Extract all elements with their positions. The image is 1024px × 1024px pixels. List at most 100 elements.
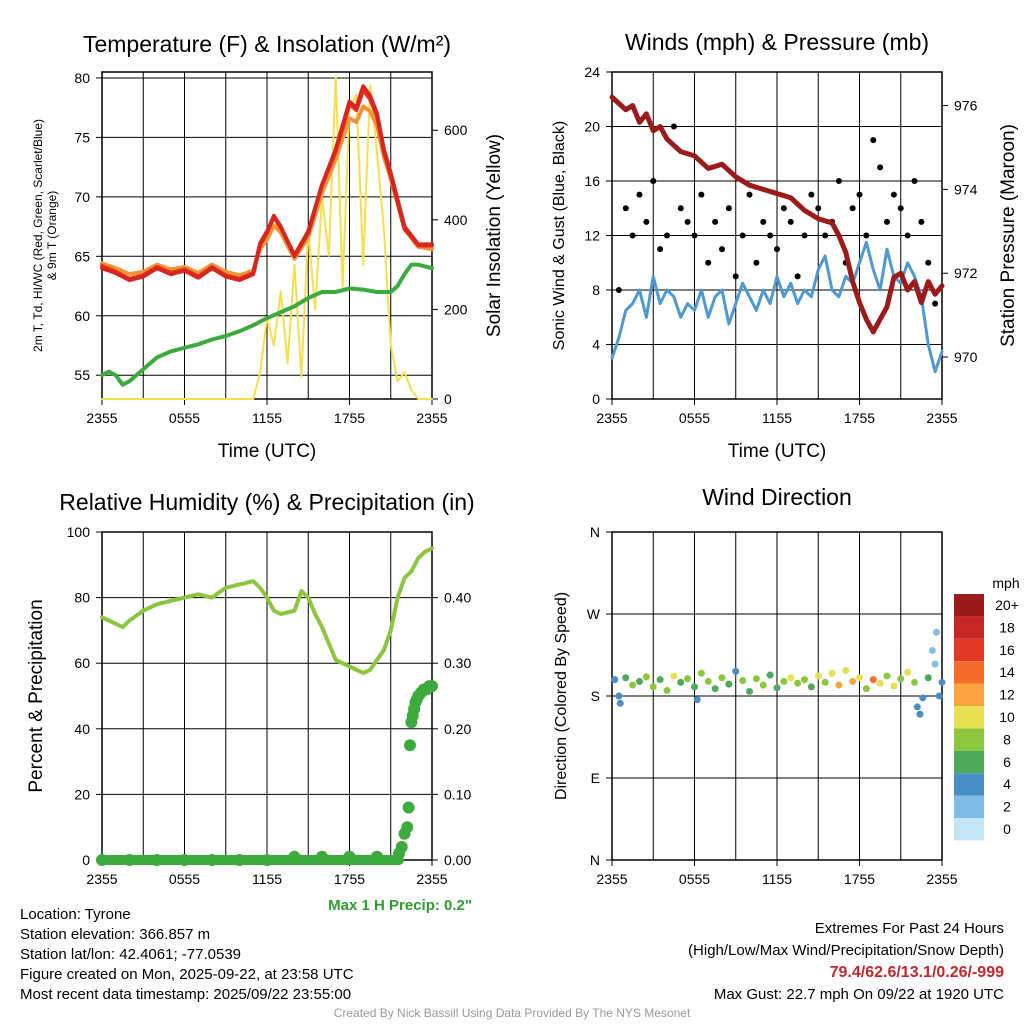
rh-x-tick-label: 1755 [334,871,365,887]
wind-x-axis-label: Time (UTC) [728,441,827,462]
precip-point [402,801,415,814]
gust-point [705,259,712,266]
direction-point [725,680,733,688]
wind-y-tick-label: 4 [592,337,600,353]
legend-label: 20+ [995,597,1019,613]
temp-x-tick-label: 2355 [416,410,447,426]
wind-y2-tick-label: 972 [954,265,978,281]
temp-2m-line [100,84,434,283]
direction-point [636,677,643,685]
wind-y-tick-label: 20 [584,119,600,135]
rh-y-tick-label: 100 [67,524,91,540]
gust-point [884,218,890,225]
gust-point [732,273,739,280]
precip-point [404,739,416,752]
rh-y2-tick-label: 0.40 [444,590,471,606]
direction-point [935,692,943,700]
gust-point [932,300,939,307]
rh-y-tick-label: 60 [74,655,90,671]
direction-y-tick-label: E [591,770,600,786]
precip-point [401,821,414,834]
wind-y-tick-label: 8 [592,282,600,298]
gust-point [753,259,760,266]
direction-x-tick-label: 2355 [926,871,957,887]
gust-point [877,164,884,171]
direction-point [828,669,836,677]
temp-y-axis-label-line1: 2m T, Td, HI/WC (Red, Green, Scarlet/Blu… [31,119,45,352]
direction-y-tick-label: N [590,852,600,868]
gust-point [650,178,657,184]
wind-y-tick-label: 12 [584,228,600,244]
recent-text: Most recent data timestamp: 2025/09/22 2… [20,986,352,1003]
gust-point [904,232,911,239]
gust-point [657,246,664,253]
direction-point [787,674,795,682]
direction-point [856,674,863,682]
direction-y-tick-label: N [590,524,600,540]
rh-y-axis-label: Percent & Precipitation [26,599,47,792]
rh-x-tick-label: 2355 [86,871,117,887]
rh-y-tick-label: 80 [74,590,90,606]
wind-y2-tick-label: 970 [954,349,978,365]
direction-point [684,675,692,683]
gust-point [835,178,842,184]
temp-y-tick-label: 70 [74,189,90,205]
wind-chart-title: Winds (mph) & Pressure (mb) [625,29,929,55]
temp-y-tick-label: 80 [74,70,90,86]
temp-y2-tick-label: 600 [444,122,468,138]
direction-point [862,685,870,693]
direction-point [752,675,760,683]
temp-x-tick-label: 1155 [252,410,282,426]
direction-point [622,674,630,682]
direction-point [821,678,829,686]
precip-point [395,840,408,853]
gust-point [925,259,932,266]
gust-point [643,218,650,225]
direction-point [869,676,877,684]
direction-y-tick-label: W [587,606,601,622]
direction-point [693,696,701,704]
wind-x-tick-label: 2355 [596,410,627,426]
direction-point [897,675,905,683]
gust-point [664,232,670,239]
direction-point [814,672,822,680]
wind-x-tick-label: 1755 [844,410,875,426]
max-gust-text: Max Gust: 22.7 mph On 09/22 at 1920 UTC [713,986,1004,1003]
direction-point [732,667,740,675]
direction-point [883,672,891,680]
gust-point [719,246,725,253]
direction-point [931,660,939,668]
extremes-box: Extremes For Past 24 Hours (High/Low/Max… [688,918,1004,1006]
legend-swatch [954,638,984,662]
gust-point [801,232,808,239]
direction-point [924,674,932,682]
temp-y2-tick-label: 0 [444,391,452,407]
rh-y-tick-label: 0 [82,852,90,868]
direction-x-tick-label: 0555 [679,871,710,887]
gust-point [767,232,774,239]
legend-swatch [954,750,984,774]
direction-y-axis-label: Direction (Colored By Speed) [553,592,570,800]
legend-label: 12 [999,687,1015,703]
legend-swatch [954,728,984,751]
direction-point [697,669,705,677]
gust-point [863,232,870,239]
direction-point [611,676,619,684]
precip-point [426,680,438,693]
wind-y2-axis-label: Station Pressure (Maroon) [998,124,1019,347]
direction-point [928,646,936,654]
wind-y-axis-label: Sonic Wind & Gust (Blue, Black) [551,121,568,350]
gust-point [911,178,918,184]
temp-y-axis-label: 2m T, Td, HI/WC (Red, Green, Scarlet/Blu… [31,119,59,352]
rh-y-tick-label: 20 [74,786,90,802]
legend-swatch [954,683,984,706]
dewpoint-line [100,262,434,387]
extremes-values: 79.4/62.6/13.1/0.26/-999 [829,964,1004,981]
gust-point [677,205,684,212]
rh-x-tick-label: 0555 [169,871,200,887]
legend-label: 0 [1003,821,1011,837]
wind-x-tick-label: 0555 [679,410,710,426]
legend-swatch [954,616,984,639]
legend-label: 16 [999,642,1015,658]
temp-y2-tick-label: 400 [444,212,468,228]
